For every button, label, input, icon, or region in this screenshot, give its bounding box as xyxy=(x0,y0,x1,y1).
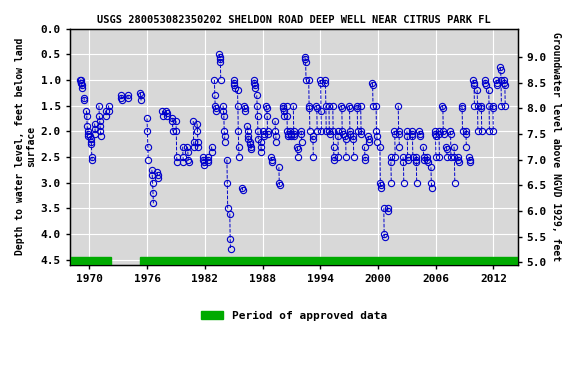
Legend: Period of approved data: Period of approved data xyxy=(196,306,392,326)
Bar xyxy=(70,257,111,265)
Title: USGS 280053082350202 SHELDON ROAD DEEP WELL NEAR CITRUS PARK FL: USGS 280053082350202 SHELDON ROAD DEEP W… xyxy=(97,15,491,25)
Y-axis label: Depth to water level, feet below land
surface: Depth to water level, feet below land su… xyxy=(15,38,37,255)
Bar xyxy=(141,257,518,265)
Y-axis label: Groundwater level above NGVD 1929, feet: Groundwater level above NGVD 1929, feet xyxy=(551,32,561,261)
